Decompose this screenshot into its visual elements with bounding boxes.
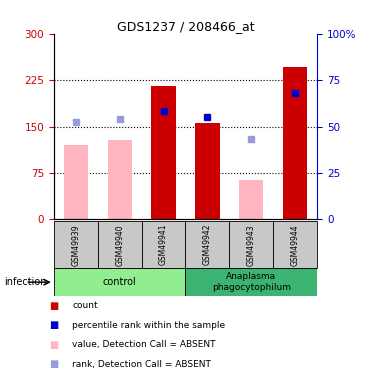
- Text: ■: ■: [49, 301, 58, 310]
- Text: ■: ■: [49, 340, 58, 350]
- Bar: [108, 140, 132, 219]
- Text: GSM49941: GSM49941: [159, 224, 168, 266]
- Text: infection: infection: [4, 277, 46, 287]
- Text: count: count: [72, 301, 98, 310]
- Bar: [229, 221, 273, 268]
- Text: percentile rank within the sample: percentile rank within the sample: [72, 321, 226, 330]
- Text: Anaplasma
phagocytophilum: Anaplasma phagocytophilum: [212, 273, 291, 292]
- Bar: [64, 145, 88, 219]
- Bar: [98, 221, 142, 268]
- Bar: [186, 268, 317, 296]
- Text: GSM49943: GSM49943: [247, 224, 256, 266]
- Bar: [142, 221, 186, 268]
- Text: GSM49939: GSM49939: [71, 224, 80, 266]
- Text: ■: ■: [49, 320, 58, 330]
- Text: GSM49942: GSM49942: [203, 224, 212, 266]
- Bar: [239, 180, 263, 219]
- Text: GSM49944: GSM49944: [291, 224, 300, 266]
- Bar: [196, 123, 220, 219]
- Bar: [283, 66, 307, 219]
- Bar: [151, 86, 175, 219]
- Bar: [54, 268, 185, 296]
- Bar: [273, 221, 317, 268]
- Bar: [186, 221, 229, 268]
- Bar: [54, 221, 98, 268]
- Text: rank, Detection Call = ABSENT: rank, Detection Call = ABSENT: [72, 360, 211, 369]
- Text: value, Detection Call = ABSENT: value, Detection Call = ABSENT: [72, 340, 216, 349]
- Text: control: control: [103, 277, 137, 287]
- Title: GDS1237 / 208466_at: GDS1237 / 208466_at: [117, 20, 254, 33]
- Text: GSM49940: GSM49940: [115, 224, 124, 266]
- Text: ■: ■: [49, 359, 58, 369]
